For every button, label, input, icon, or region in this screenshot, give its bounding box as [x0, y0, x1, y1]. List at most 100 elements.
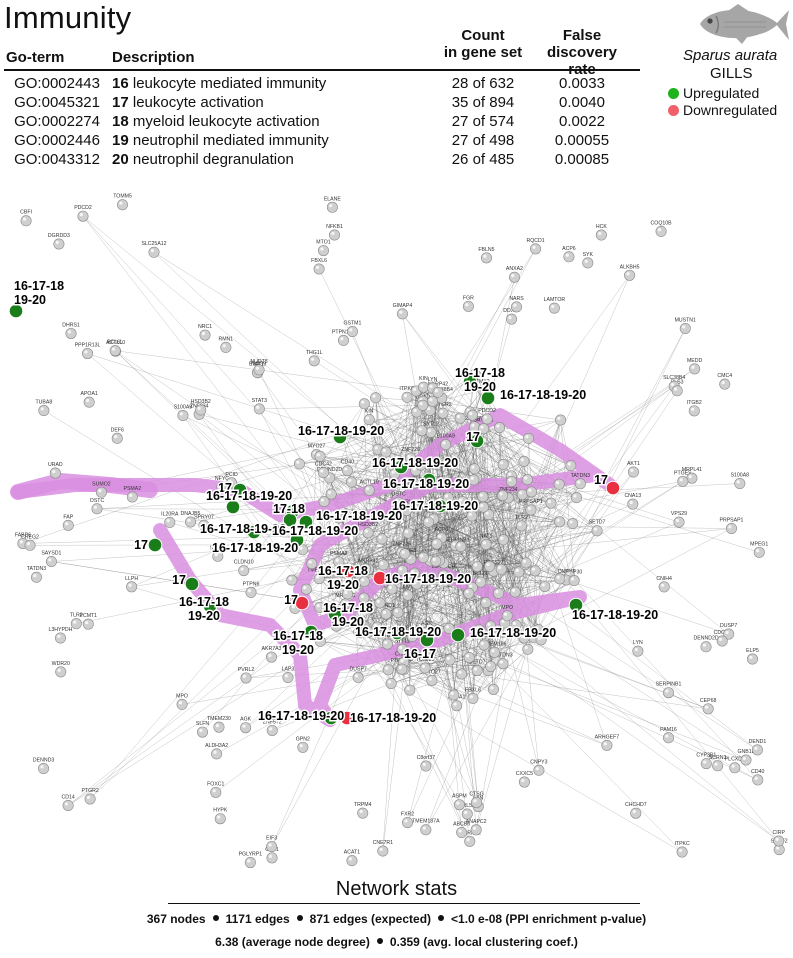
gene-node: [746, 653, 758, 665]
gene-node: [214, 813, 226, 825]
node-shine: [317, 638, 321, 642]
fdr-value: 0.0033: [559, 75, 605, 92]
network-nodes: [8, 199, 785, 869]
gene-node: [417, 399, 429, 411]
legend-upregulated-label: Upregulated: [683, 85, 760, 101]
gene-node: [480, 252, 492, 264]
network-edge: [402, 570, 779, 842]
node-shine: [422, 826, 426, 830]
network-edge: [388, 669, 454, 696]
gene-node: [752, 774, 764, 786]
node-shine: [379, 847, 383, 852]
node-shine: [459, 498, 463, 502]
gene-label: SCRN3: [709, 755, 727, 761]
annotation-label: 16-17-18-19-20: [470, 626, 556, 640]
node-shine: [756, 549, 760, 553]
node-shine: [456, 414, 461, 419]
node-shine: [197, 406, 201, 410]
network-edge: [402, 313, 552, 504]
gene-node: [676, 846, 688, 858]
node-shine: [482, 541, 487, 545]
node-shine: [714, 762, 718, 766]
upregulated-node: [282, 512, 298, 528]
node-shine: [665, 689, 669, 693]
gene-label: ACTL10: [106, 340, 125, 346]
node-shine: [520, 634, 525, 638]
gene-label: LAMTOR: [544, 297, 566, 303]
network-edge: [306, 589, 747, 761]
gene-node: [454, 412, 466, 424]
node-shine: [691, 407, 695, 411]
gene-node: [567, 518, 579, 530]
node-shine: [403, 394, 408, 398]
upregulated-node: [432, 498, 448, 514]
node-shine: [178, 701, 183, 705]
go-id: GO:0045321: [14, 94, 100, 111]
network-edge: [245, 461, 525, 728]
gene-node: [148, 246, 160, 258]
gene-label: STAT3: [252, 398, 267, 404]
downregulated-node: [605, 480, 621, 496]
go-description: 20 neutrophil degranulation: [112, 150, 294, 169]
node-shine: [409, 633, 413, 637]
node-shine: [465, 654, 470, 658]
network-edge: [243, 546, 461, 571]
gene-node: [55, 666, 67, 678]
gene-label: SAP30: [566, 570, 582, 576]
gene-node: [266, 841, 278, 853]
gene-node: [20, 215, 32, 227]
network-edge: [483, 428, 571, 466]
gene-label: MPEG1: [750, 541, 768, 547]
node-shine: [284, 674, 288, 678]
node-shine: [445, 625, 449, 629]
node-shine: [320, 469, 324, 473]
node-shine: [728, 525, 732, 529]
gene-node: [554, 573, 566, 585]
header-goterm: Go-term: [6, 49, 65, 66]
annotation-label: 19-20: [188, 609, 220, 623]
gene-label: PRPSAP1: [519, 499, 543, 505]
gene-label: PVRL2: [238, 667, 255, 673]
gene-node: [725, 523, 737, 535]
gene-label: SETD7: [469, 660, 486, 666]
annotation-label: 16-17-18: [455, 366, 505, 380]
node-shine: [418, 427, 422, 431]
gene-node: [451, 700, 463, 712]
node-shine: [395, 499, 399, 503]
gene-node: [53, 238, 65, 250]
network-edge: [544, 521, 560, 587]
node-shine: [660, 583, 665, 587]
node-shine: [725, 630, 729, 635]
gene-node: [461, 808, 473, 820]
gene-node: [485, 660, 497, 672]
node-shine: [373, 623, 377, 628]
network-edge: [441, 386, 675, 539]
network-edge: [347, 593, 433, 681]
gene-node: [493, 587, 505, 599]
node-shine: [356, 571, 360, 575]
gene-label: RMN1: [218, 336, 233, 342]
gene-label: FOXC1: [286, 597, 303, 603]
gene-node: [425, 426, 437, 438]
network-edge: [472, 649, 528, 699]
gene-node: [448, 689, 460, 701]
network-edge: [408, 532, 516, 593]
node-shine: [630, 468, 634, 473]
gene-label: DENND2D: [317, 467, 342, 473]
annotation-label: 17: [172, 573, 186, 587]
gene-node: [523, 432, 535, 444]
gene-label: SYTL2: [423, 421, 439, 427]
node-shine: [515, 568, 519, 572]
node-shine: [85, 620, 89, 625]
network-edge: [437, 392, 528, 480]
gene-node: [751, 744, 763, 756]
gene-count: 27 of 498: [451, 132, 515, 149]
node-shine: [303, 586, 307, 590]
gene-label: ZNF226: [401, 447, 420, 453]
gene-label: PTPN6: [243, 581, 260, 587]
go-description: 17 leukocyte activation: [112, 93, 264, 112]
gene-label: S100A9: [436, 434, 455, 440]
annotation-label: 16-17-18: [323, 601, 373, 615]
network-edge: [474, 468, 779, 842]
gene-node: [91, 503, 103, 515]
